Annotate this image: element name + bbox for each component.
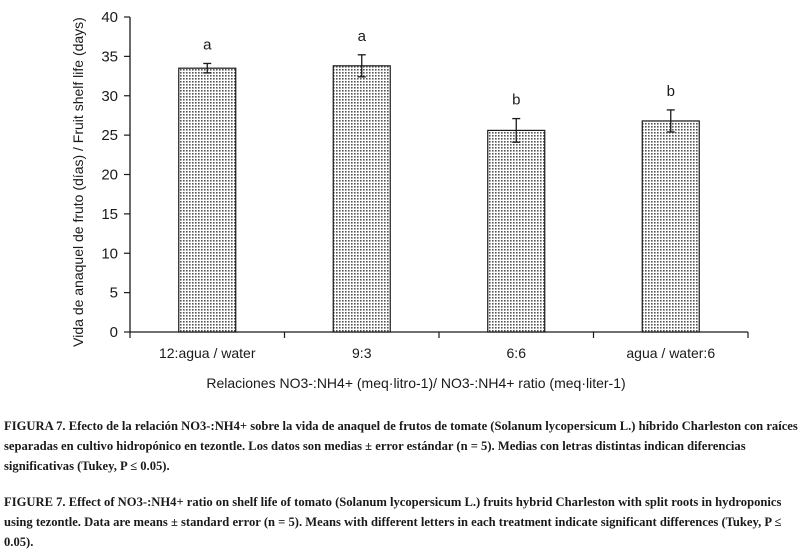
bar — [332, 65, 391, 333]
caption-english: FIGURE 7. Effect of NO3-:NH4+ ratio on s… — [4, 492, 804, 552]
y-tick-label: 35 — [101, 48, 118, 65]
x-tick-label: 6:6 — [507, 345, 527, 361]
caption-spanish-label: FIGURA 7. — [4, 419, 66, 433]
significance-letter: b — [512, 92, 520, 109]
caption-spanish: FIGURA 7. Efecto de la relación NO3-:NH4… — [4, 416, 804, 476]
y-tick-label: 5 — [110, 285, 118, 302]
y-axis-label: Vida de anaquel de fruto (días) / Fruit … — [70, 17, 86, 347]
bar — [487, 129, 546, 333]
significance-letter: a — [203, 36, 212, 53]
x-axis-label: Relaciones NO3-:NH4+ (meq·litro-1)/ NO3-… — [206, 375, 625, 391]
x-tick-label: agua / water:6 — [626, 345, 715, 361]
caption-english-label: FIGURE 7. — [4, 495, 66, 509]
x-tick-label: 9:3 — [352, 345, 372, 361]
y-tick-label: 0 — [110, 324, 118, 341]
significance-letter: b — [667, 83, 675, 100]
bar — [178, 67, 237, 333]
bar-chart: 0 5 10 15 20 25 30 35 40 a 12:agua / water a 9:3 b 6:6… — [70, 9, 749, 391]
y-tick-label: 30 — [101, 88, 118, 105]
bar — [641, 120, 700, 333]
x-tick-label: 12:agua / water — [159, 345, 256, 361]
caption-spanish-text: Efecto de la relación NO3-:NH4+ sobre la… — [4, 419, 798, 473]
significance-letter: a — [358, 28, 367, 45]
y-tick-label: 40 — [101, 9, 118, 26]
y-tick-label: 25 — [101, 127, 118, 144]
plot-area: 0 5 10 15 20 25 30 35 40 a 12:agua / water a 9:3 b 6:6… — [101, 9, 749, 361]
y-tick-label: 15 — [101, 206, 118, 223]
caption-english-text: Effect of NO3-:NH4+ ratio on shelf life … — [4, 495, 782, 549]
y-tick-label: 10 — [101, 245, 118, 262]
y-tick-label: 20 — [101, 167, 118, 184]
